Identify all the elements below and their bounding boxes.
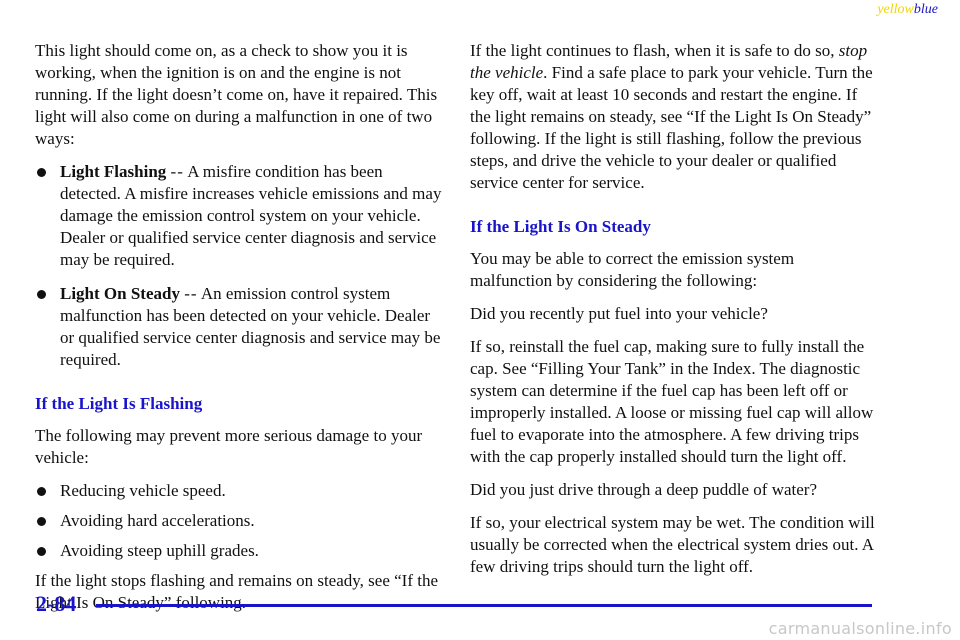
- mark-blue: blue: [913, 2, 938, 17]
- bullet-dot-icon: [37, 487, 46, 496]
- answer-water: If so, your electrical system may be wet…: [470, 513, 875, 576]
- question-fuel: Did you recently put fuel into your vehi…: [470, 304, 768, 323]
- tip-item: Reducing vehicle speed.: [35, 480, 443, 502]
- bullet-dot-icon: [37, 168, 46, 177]
- bullet-text: A misfire condition has been detected. A…: [60, 162, 442, 269]
- bullet-term: Light Flashing: [60, 162, 167, 181]
- p1-before: If the light continues to flash, when it…: [470, 41, 835, 60]
- footer-rule: [96, 604, 872, 607]
- bullet-term: Light On Steady: [60, 284, 180, 303]
- right-column: If the light continues to flash, when it…: [470, 40, 880, 589]
- page-number: 2-84: [36, 591, 77, 616]
- bullet-dash: --: [170, 162, 184, 181]
- p1-italic: stop the vehicle: [470, 41, 868, 82]
- continue-flashing-paragraph: If the light continues to flash, when it…: [470, 40, 880, 194]
- mark-yellow: yellow: [877, 2, 914, 17]
- bullet-dot-icon: [37, 547, 46, 556]
- steady-intro-paragraph: You may be able to correct the emission …: [470, 249, 795, 290]
- intro-paragraph: This light should come on, as a check to…: [35, 41, 438, 148]
- lead-paragraph: The following may prevent more serious d…: [35, 426, 423, 467]
- bullet-dot-icon: [37, 517, 46, 526]
- section-heading-steady: If the Light Is On Steady: [470, 217, 651, 236]
- closing-paragraph: If the light stops flashing and remains …: [35, 571, 439, 612]
- tip-text: Reducing vehicle speed.: [60, 481, 226, 500]
- tip-item: Avoiding hard accelerations.: [35, 510, 443, 532]
- left-column: This light should come on, as a check to…: [35, 40, 443, 625]
- color-separation-mark: yellowblue: [877, 2, 938, 18]
- bullet-dot-icon: [37, 290, 46, 299]
- section-heading-flashing: If the Light Is Flashing: [35, 394, 203, 413]
- bullet-light-on-steady: Light On Steady -- An emission control s…: [35, 283, 443, 371]
- question-water: Did you just drive through a deep puddle…: [470, 480, 817, 499]
- site-watermark: carmanualsonline.info: [768, 619, 952, 638]
- bullet-dash: --: [184, 284, 198, 303]
- p1-after: . Find a safe place to park your vehicle…: [470, 63, 873, 192]
- bullet-light-flashing: Light Flashing -- A misfire condition ha…: [35, 161, 443, 271]
- tip-text: Avoiding hard accelerations.: [60, 511, 255, 530]
- tip-item: Avoiding steep uphill grades.: [35, 540, 443, 562]
- bullet-text: An emission control system malfunction h…: [60, 284, 441, 369]
- answer-fuel: If so, reinstall the fuel cap, making su…: [470, 337, 874, 466]
- tip-text: Avoiding steep uphill grades.: [60, 541, 259, 560]
